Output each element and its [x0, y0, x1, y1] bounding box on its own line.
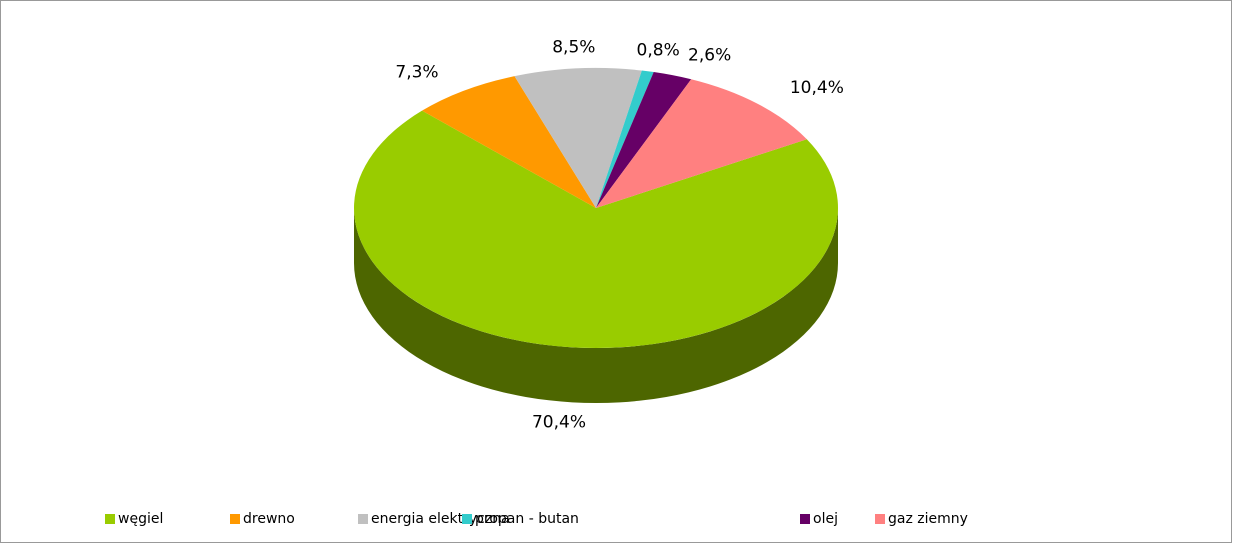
data-label: 8,5% — [552, 37, 595, 57]
legend-label: gaz ziemny — [888, 511, 968, 527]
pie-slice — [354, 110, 838, 348]
data-label: 70,4% — [532, 413, 586, 433]
legend-swatch — [358, 514, 368, 524]
pie-slice — [596, 72, 692, 208]
legend-swatch — [875, 514, 885, 524]
legend-swatch — [800, 514, 810, 524]
pie-slice — [596, 70, 654, 208]
legend-swatch — [230, 514, 240, 524]
legend-label: propan - butan — [475, 511, 579, 527]
legend-label: energia elektryczna — [371, 511, 510, 527]
legend-swatch — [105, 514, 115, 524]
data-label: 10,4% — [790, 78, 844, 98]
pie-slice — [514, 67, 642, 208]
legend-label: węgiel — [118, 511, 163, 527]
pie-slice — [422, 76, 596, 208]
data-label: 7,3% — [395, 63, 438, 83]
legend-label: drewno — [243, 511, 295, 527]
pie-slice — [596, 79, 807, 208]
data-label: 0,8% — [637, 41, 680, 61]
legend-label: olej — [813, 511, 838, 527]
legend-swatch — [462, 514, 472, 524]
data-label: 2,6% — [688, 45, 731, 65]
pie-side — [354, 208, 838, 403]
